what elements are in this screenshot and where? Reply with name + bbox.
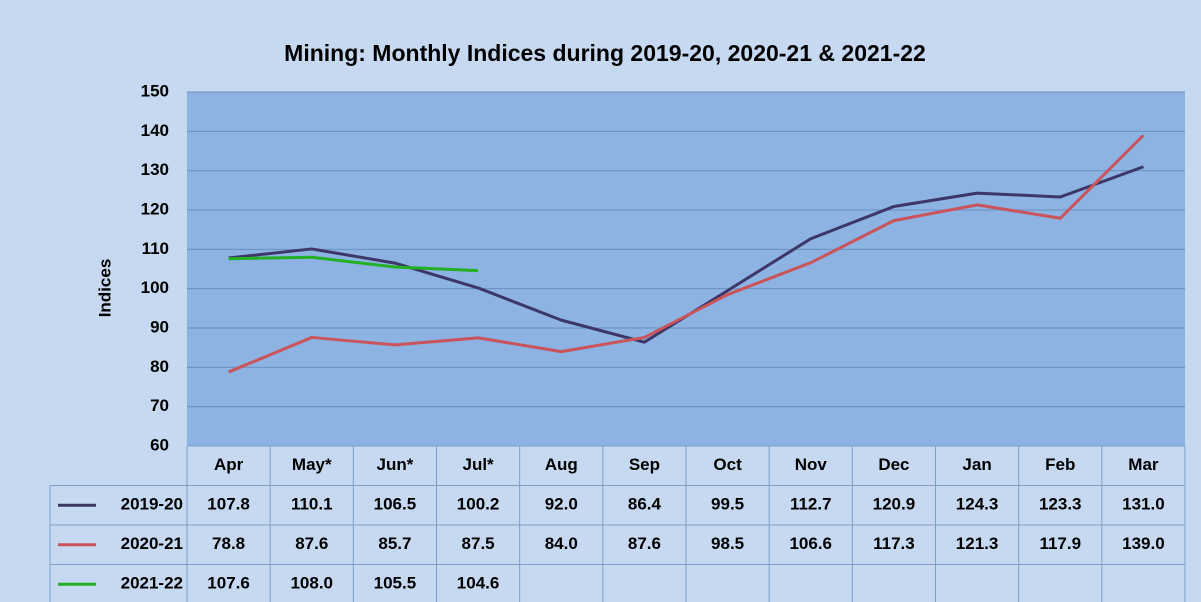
legend-label: 2021-22 [121,574,183,593]
y-tick-label: 120 [141,199,169,218]
table-value: 106.5 [374,495,417,514]
x-tick-label: Aug [545,455,578,474]
x-tick-label: Jan [962,455,991,474]
y-tick-label: 110 [142,239,169,258]
y-tick-label: 100 [141,278,169,297]
x-tick-label: May* [292,455,332,474]
y-tick-label: 80 [150,357,169,376]
table-value: 117.3 [873,534,915,553]
x-tick-label: Jun* [376,455,413,474]
table-value: 84.0 [545,534,578,553]
table-value: 108.0 [290,574,333,593]
x-tick-label: Feb [1045,455,1075,474]
legend-label: 2019-20 [121,495,183,514]
x-tick-label: Jul* [462,455,494,474]
table-value: 106.6 [789,534,832,553]
table-value: 123.3 [1039,495,1082,514]
y-tick-label: 70 [150,396,169,415]
table-value: 131.0 [1122,495,1165,514]
table-value: 78.8 [212,534,245,553]
legend-label: 2020-21 [121,534,183,553]
table-value: 107.6 [207,574,250,593]
table-value: 87.5 [462,534,495,553]
table-value: 105.5 [374,574,417,593]
table-value: 98.5 [711,534,744,553]
table-value: 139.0 [1122,534,1165,553]
series-line [228,134,1145,374]
table-value: 92.0 [545,495,578,514]
table-value: 86.4 [628,495,662,514]
y-tick-label: 60 [150,435,169,454]
table-value: 87.6 [295,534,328,553]
plot-area [187,92,1185,446]
table-value: 124.3 [956,495,999,514]
x-tick-label: Apr [214,455,244,474]
chart-title: Mining: Monthly Indices during 2019-20, … [284,40,926,66]
table-value: 112.7 [790,495,832,514]
table-value: 87.6 [628,534,661,553]
table-value: 120.9 [873,495,916,514]
table-value: 104.6 [457,574,500,593]
x-tick-label: Mar [1128,455,1159,474]
table-value: 107.8 [207,495,250,514]
series-line [228,255,479,273]
x-tick-label: Sep [629,455,660,474]
y-tick-label: 140 [141,121,169,140]
y-axis-label: Indices [95,259,114,318]
y-tick-label: 150 [141,81,169,100]
table-value: 85.7 [378,534,411,553]
x-tick-label: Nov [795,455,828,474]
y-tick-label: 130 [141,160,169,179]
table-value: 110.1 [291,495,333,514]
table-value: 121.3 [956,534,999,553]
table-value: 117.9 [1039,534,1081,553]
y-tick-label: 90 [150,317,169,336]
table-value: 99.5 [711,495,744,514]
x-tick-label: Oct [713,455,742,474]
x-tick-label: Dec [878,455,909,474]
table-value: 100.2 [457,495,500,514]
